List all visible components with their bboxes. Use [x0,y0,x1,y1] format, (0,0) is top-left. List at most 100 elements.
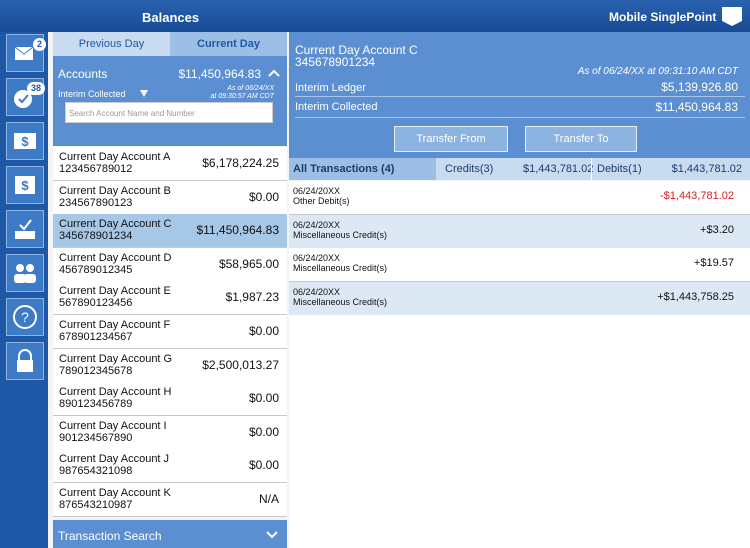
accounts-title: Accounts [58,67,108,81]
account-number: 456789012345 [59,263,133,276]
debits-total: $1,443,781.02 [671,163,742,175]
tab[interactable]: Previous Day [53,32,170,56]
deposit-icon[interactable] [6,210,44,248]
transaction-description: Miscellaneous Credit(s) [293,229,388,240]
detail-label: Interim Ledger [295,82,366,94]
account-row[interactable]: Current Day Account A 123456789012 $6,178,… [53,147,287,181]
detail-panel: Current Day Account C 345678901234 As of… [289,32,750,158]
detail-value: $5,139,926.80 [661,80,738,94]
account-number: 567890123456 [59,297,133,310]
transfers-icon[interactable]: $ [6,166,44,204]
header-title: Balances [142,10,200,25]
as-of-date: As of 06/24/XX [227,85,274,92]
account-row[interactable]: Current Day Account B 234567890123 $0.00 [53,180,287,215]
help-icon[interactable]: ? [6,298,44,336]
detail-as-of: As of 06/24/XX at 09:31:10 AM CDT [577,66,738,77]
empty-area [289,315,750,548]
credits-tab[interactable]: Credits(3) [445,163,494,175]
detail-number: 345678901234 [295,55,376,69]
all-tab[interactable]: All Transactions (4) [289,158,436,180]
account-row[interactable]: Current Day Account J 987654321098 $0.00 [53,449,287,484]
balance-type[interactable]: Interim Collected [58,89,126,99]
as-of: As of 06/24/XX at 09:30:57 AM CDT [210,85,274,101]
transaction-row[interactable]: 06/24/20XX Other Debit(s) -$1,443,781.02 [289,181,750,215]
account-balance: $11,450,964.83 [196,223,279,238]
header-bar: Balances Mobile SinglePoint [0,0,750,32]
tab-selected[interactable]: Current Day [170,32,287,56]
account-number: 876543210987 [59,499,133,511]
account-balance: N/A [258,492,279,506]
sidebar: 2 38 $ $ ? [0,32,48,548]
detail-name: Current Day Account C [295,43,418,57]
account-row[interactable]: Current Day Account C 345678901234 $11,450… [53,214,287,249]
menu-icon[interactable] [720,5,744,27]
account-balance: $1,987.23 [225,290,279,305]
badge: 38 [27,82,46,95]
account-number: 123456789012 [59,163,133,175]
approvals-icon[interactable]: 38 [6,78,46,116]
debits-tab[interactable]: Debits(1) [597,163,642,175]
transaction-amount: +$19.57 [693,257,734,269]
account-number: 901234567890 [59,431,133,444]
transaction-row[interactable]: 06/24/20XX Miscellaneous Credit(s) +$3.20 [289,214,750,249]
transaction-search: Transaction Search [58,529,162,543]
account-name: Current Day Account D [59,251,172,264]
lock-icon[interactable] [6,342,44,380]
account-balance: $58,965.00 [218,256,279,271]
account-name: Current Day Account E [59,285,171,298]
messages-icon[interactable]: 2 [6,34,47,72]
svg-text:?: ? [21,309,29,325]
accounts-total: $11,450,964.83 [178,67,261,81]
account-number: 234567890123 [59,196,133,209]
account-row[interactable]: Current Day Account I 901234567890 $0.00 [53,415,287,450]
app-name: Mobile SinglePoint [609,10,717,24]
transaction-date: 06/24/20XX [293,286,341,297]
detail-label: Interim Collected [295,101,378,113]
as-of-time: at 09:30:57 AM CDT [210,93,274,100]
transaction-amount: +$1,443,758.25 [657,290,734,303]
account-balance: $0.00 [248,324,279,338]
account-row[interactable]: Current Day Account G 789012345678 $2,500,… [53,348,287,383]
svg-text:$: $ [21,134,29,149]
account-number: 987654321098 [59,465,133,478]
transaction-description: Miscellaneous Credit(s) [293,263,388,273]
dropdown-icon[interactable] [139,89,149,98]
accounts-panel: Accounts $11,450,964.83 Interim Collecte… [53,56,287,146]
transaction-tabs: All Transactions (4) Credits(3) $1,443,7… [289,158,750,180]
transfer-to-button[interactable]: Transfer To [525,126,637,152]
account-row[interactable]: Current Day Account D 456789012345 $58,965… [53,247,287,282]
account-number: 678901234567 [59,331,133,343]
account-name: Current Day Account I [59,419,167,432]
account-number: 345678901234 [59,230,133,243]
collapse-icon[interactable] [267,68,281,78]
account-name: Current Day Account J [59,453,170,466]
account-balance: $0.00 [248,391,279,406]
account-balance: $6,178,224.25 [202,156,279,170]
account-name: Current Day Account H [59,386,172,399]
transaction-amount: -$1,443,781.02 [659,190,734,202]
svg-text:$: $ [21,178,29,193]
search-input[interactable]: Search Account Name and Number [65,102,273,123]
account-row[interactable]: Current Day Account H 890123456789 $0.00 [53,382,287,417]
account-row[interactable]: Current Day Account E 567890123456 $1,987.… [53,281,287,316]
users-icon[interactable] [6,254,44,292]
transaction-description: Other Debit(s) [293,196,350,206]
transaction-row[interactable]: 06/24/20XX Miscellaneous Credit(s) +$1,443… [289,281,750,316]
transaction-row[interactable]: 06/24/20XX Miscellaneous Credit(s) +$19.57 [289,248,750,282]
balances-icon[interactable]: $ [6,122,44,160]
account-name: Current Day Account B [59,184,171,197]
account-name: Current Day Account C [59,218,172,231]
account-balance: $0.00 [248,458,279,473]
account-balance: $0.00 [248,424,279,439]
transfer-from-button[interactable]: Transfer From [394,126,508,152]
account-balance: $2,500,013.27 [202,357,279,372]
transaction-amount: +$3.20 [700,223,734,236]
transaction-search-bar[interactable]: Transaction Search [53,520,287,548]
transaction-description: Miscellaneous Credit(s) [293,296,388,307]
expand-icon [266,531,278,539]
account-row[interactable]: Current Day Account F 678901234567 $0.00 [53,315,287,349]
badge: 2 [33,38,47,51]
account-row[interactable]: Current Day Account K 876543210987 N/A [53,483,287,517]
account-name: Current Day Account A [59,151,171,163]
